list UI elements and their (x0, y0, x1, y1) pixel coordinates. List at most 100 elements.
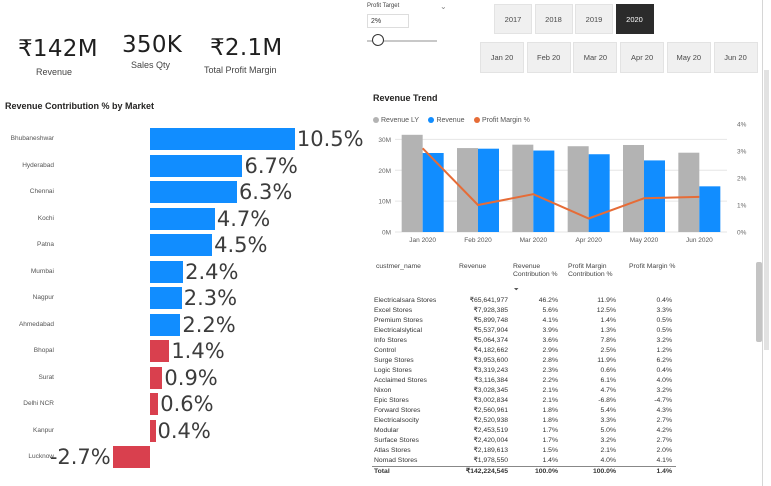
column-header-revenue[interactable]: Revenue (459, 263, 487, 270)
table-cell: ₹3,319,243 (473, 367, 508, 374)
table-cell: 1.2% (656, 347, 673, 354)
revenue-bar[interactable] (644, 160, 665, 232)
table-cell: 11.9% (597, 297, 616, 304)
table-row[interactable]: Surge Stores ₹3,953,600 2.8% 11.9% 6.2% (372, 356, 676, 366)
market-label: Kochi (37, 214, 54, 222)
table-cell: 6.1% (600, 377, 617, 384)
y-tick-label: 30M (378, 137, 391, 144)
market-bar[interactable] (150, 393, 159, 415)
market-bar[interactable] (150, 260, 184, 283)
column-header-customer[interactable]: custmer_name (376, 263, 421, 270)
table-cell: 2.8% (542, 357, 559, 364)
month-button[interactable]: Jan 20 (480, 42, 524, 73)
revenue-bar[interactable] (422, 153, 444, 232)
profit-margin-line[interactable] (421, 147, 700, 220)
market-bar[interactable] (150, 340, 170, 362)
table-cell: 2.1% (542, 397, 559, 404)
table-row[interactable]: Nixon ₹3,028,345 2.1% 4.7% 3.2% (372, 386, 676, 396)
page-scrollbar[interactable] (764, 70, 769, 350)
table-cell: 3.2% (656, 387, 673, 394)
table-cell: 5.6% (542, 307, 559, 314)
market-value-label: 2.3% (183, 286, 238, 310)
table-cell: 6.2% (656, 357, 673, 364)
market-value-label: 2.4% (185, 259, 239, 284)
revenue-ly-bar[interactable] (678, 152, 700, 232)
market-bar[interactable] (150, 419, 156, 442)
table-row[interactable]: Electricalslytical ₹5,537,904 3.9% 1.3% 0.5% (372, 326, 676, 336)
table-cell: Electricalsocity (374, 417, 419, 424)
profit-target-slider-handle[interactable] (371, 34, 384, 46)
table-row[interactable]: Nomad Stores ₹1,978,550 1.4% 4.0% 4.1% (372, 456, 676, 467)
revenue-ly-bar[interactable] (623, 144, 644, 232)
month-button[interactable]: May 20 (666, 42, 711, 73)
revenue-bar[interactable] (478, 148, 499, 232)
market-bar[interactable] (150, 234, 213, 256)
year-button-2017[interactable]: 2017 (494, 4, 532, 34)
market-bar[interactable] (150, 181, 237, 203)
market-bar[interactable] (150, 207, 215, 230)
market-value-label: 0.6% (160, 392, 214, 416)
market-bar[interactable] (150, 154, 243, 177)
kpi-sales-qty-value: 350K (122, 32, 183, 58)
table-cell: 2.7% (656, 437, 673, 444)
revenue-ly-bar[interactable] (512, 144, 534, 232)
table-row[interactable]: Atlas Stores ₹2,189,613 1.5% 2.1% 2.0% (372, 446, 676, 456)
table-cell: 2.5% (600, 347, 617, 354)
y2-tick-label: 3% (737, 149, 747, 156)
table-cell: ₹3,002,834 (473, 397, 508, 404)
revenue-bar[interactable] (699, 186, 721, 232)
market-label: Surat (38, 373, 54, 381)
revenue-bar[interactable] (588, 154, 610, 232)
column-header-profit-margin[interactable]: Profit Margin % (629, 263, 676, 270)
year-button-2018[interactable]: 2018 (534, 4, 573, 34)
revenue-ly-bar[interactable] (457, 148, 478, 232)
table-cell: 2.1% (600, 447, 617, 454)
market-label: Delhi NCR (23, 400, 54, 407)
table-row[interactable]: Electricalsocity ₹2,520,938 1.8% 3.3% 2.7% (372, 416, 676, 426)
month-button[interactable]: Apr 20 (620, 42, 665, 73)
column-header-profit-margin-contribution[interactable]: Profit Margin Contribution % (568, 263, 613, 278)
market-bar[interactable] (150, 313, 181, 336)
table-cell: Nomad Stores (374, 457, 418, 464)
chevron-down-icon[interactable]: ⌄ (440, 2, 447, 11)
table-cell: 4.1% (542, 317, 559, 324)
table-total-row[interactable]: Total ₹142,224,545 100.0% 100.0% 1.4% (372, 466, 676, 477)
market-bar[interactable] (150, 287, 182, 309)
revenue-bar[interactable] (533, 150, 555, 232)
table-row[interactable]: Modular ₹2,453,519 1.7% 5.0% 4.2% (372, 426, 676, 436)
month-button[interactable]: Feb 20 (526, 42, 571, 73)
profit-target-slider-track[interactable] (367, 40, 437, 42)
month-button[interactable]: Jun 20 (713, 42, 758, 73)
table-row[interactable]: Acclaimed Stores ₹3,116,384 2.2% 6.1% 4.0% (372, 376, 676, 386)
table-row[interactable]: Surface Stores ₹2,420,004 1.7% 3.2% 2.7% (372, 436, 676, 446)
table-cell: Control (374, 347, 396, 354)
column-header-revenue-contribution[interactable]: Revenue Contribution % (513, 263, 558, 278)
table-cell: 1.4% (600, 317, 617, 324)
sort-descending-icon[interactable]: ⏷ (514, 287, 519, 293)
revenue-ly-bar[interactable] (401, 134, 423, 232)
year-button-2020[interactable]: 2020 (615, 4, 654, 34)
revenue-ly-bar[interactable] (567, 146, 589, 232)
table-row[interactable]: Electricalsara Stores ₹65,641,977 46.2% 11.… (372, 296, 676, 306)
table-cell: 12.5% (596, 307, 616, 314)
market-value-label: 6.3% (238, 180, 293, 204)
table-row[interactable]: Excel Stores ₹7,928,385 5.6% 12.5% 3.3% (372, 306, 676, 316)
table-row[interactable]: Premium Stores ₹5,899,748 4.1% 1.4% 0.5% (372, 316, 676, 326)
table-scrollbar[interactable] (756, 262, 762, 342)
table-row[interactable]: Control ₹4,182,662 2.9% 2.5% 1.2% (372, 346, 676, 356)
legend-item: Revenue (428, 117, 465, 124)
table-cell: 2.2% (542, 377, 559, 384)
month-button[interactable]: Mar 20 (573, 42, 618, 73)
table-row[interactable]: Logic Stores ₹3,319,243 2.3% 0.6% 0.4% (372, 366, 676, 376)
table-cell: 1.3% (600, 327, 617, 334)
table-cell: Excel Stores (374, 307, 413, 314)
market-bar[interactable] (150, 366, 163, 389)
table-row[interactable]: Epic Stores ₹3,002,834 2.1% -6.8% -4.7% (372, 396, 676, 406)
profit-target-input[interactable]: 2% (367, 14, 409, 28)
market-bar[interactable] (150, 128, 295, 150)
table-row[interactable]: Info Stores ₹5,064,374 3.6% 7.8% 3.2% (372, 336, 676, 346)
table-cell: -6.8% (598, 397, 616, 404)
market-bar[interactable] (112, 446, 150, 468)
year-button-2019[interactable]: 2019 (575, 4, 613, 34)
table-row[interactable]: Forward Stores ₹2,560,961 1.8% 5.4% 4.3% (372, 406, 676, 416)
